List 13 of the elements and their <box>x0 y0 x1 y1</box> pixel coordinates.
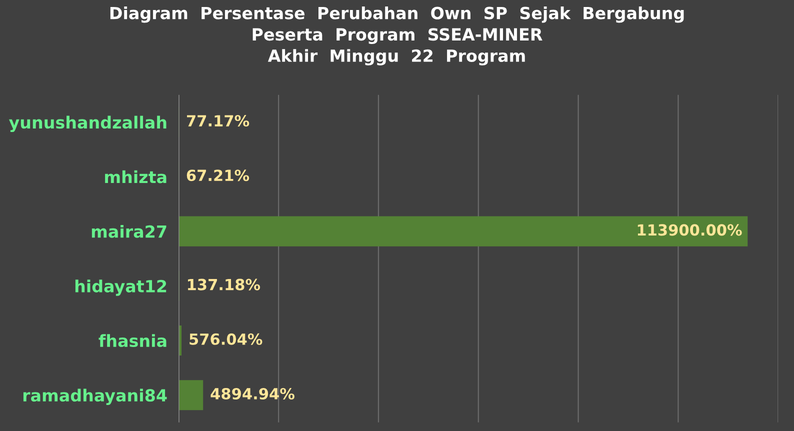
y-tick-label: maira27 <box>92 224 166 238</box>
y-tick-label: yunushandzallah <box>8 116 166 132</box>
y-tick-label: mhizta <box>105 170 166 184</box>
data-label: 77.17% <box>187 114 250 127</box>
chart-title: Diagram Persentase Perubahan Own SP Sejak Bergabung Peserta Program SSEA-MINER Akhir Minggu 22 Program <box>110 6 684 66</box>
y-tick-label: hidayat12 <box>75 280 166 296</box>
y-tick-label: ramadhayani84 <box>23 388 167 406</box>
data-label: 67.21% <box>186 170 250 182</box>
y-tick-label: fhasnia <box>98 334 166 348</box>
data-label: 113900.00% <box>638 224 742 236</box>
data-label: 4894.94% <box>210 388 294 400</box>
data-label: 137.18% <box>188 278 260 290</box>
data-label: 576.04% <box>190 333 262 345</box>
